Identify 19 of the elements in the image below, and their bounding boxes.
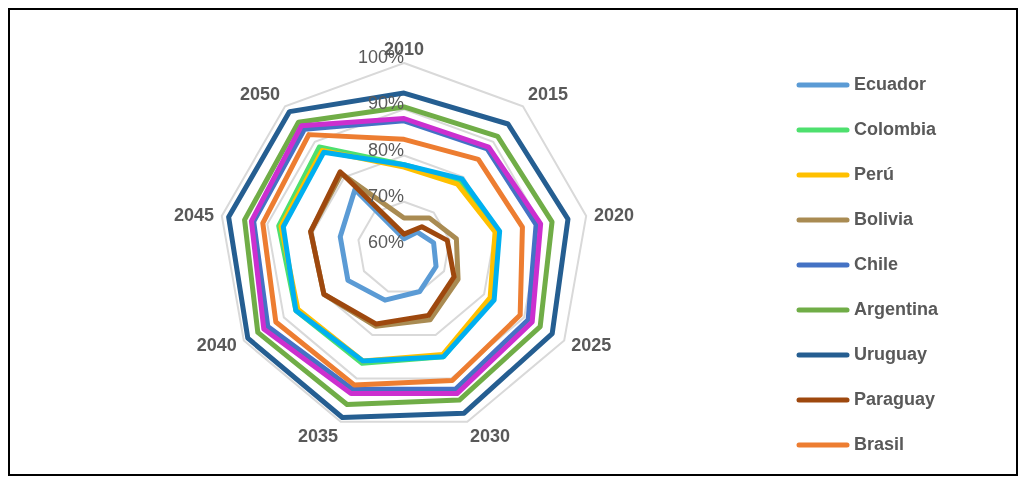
spoke-label: 2050	[239, 84, 280, 105]
spoke-label: 2030	[470, 426, 511, 447]
spoke-label: 2025	[571, 334, 612, 355]
legend-label: Argentina	[854, 299, 939, 320]
y-tick-label: 60%	[367, 232, 404, 252]
legend-label: Paraguay	[854, 389, 936, 410]
legend-label: Perú	[854, 164, 895, 185]
legend-label: Bolivia	[854, 209, 914, 230]
legend-label: Brasil	[854, 434, 905, 455]
spoke-label: 2035	[297, 426, 338, 447]
y-tick-label: 80%	[367, 139, 404, 160]
spoke-label: 2020	[594, 204, 635, 225]
legend-label: Uruguay	[854, 344, 928, 365]
legend-label: Chile	[854, 254, 899, 275]
spoke-label: 2015	[528, 84, 569, 105]
legend-label: Ecuador	[854, 74, 927, 95]
legend-label: Colombia	[854, 119, 937, 140]
spoke-label: 2040	[196, 334, 237, 355]
spoke-label: 2045	[173, 204, 214, 225]
